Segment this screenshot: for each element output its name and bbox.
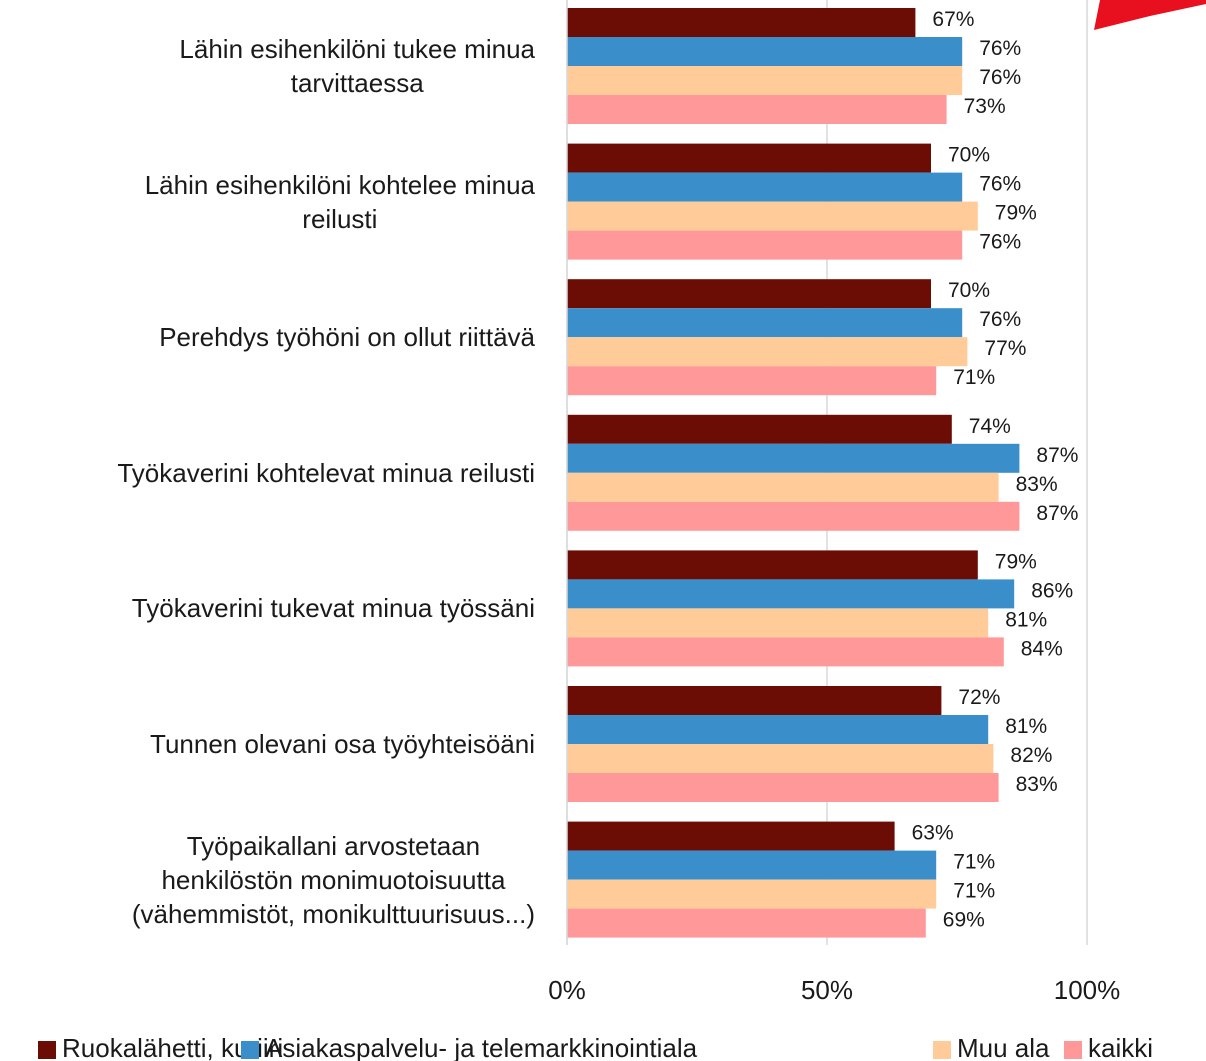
bar — [567, 715, 989, 744]
value-label: 87% — [1036, 444, 1078, 467]
value-label: 63% — [912, 822, 954, 845]
bar — [567, 143, 931, 173]
value-label: 76% — [979, 37, 1021, 60]
value-label: 76% — [979, 308, 1021, 331]
value-label: 83% — [1016, 773, 1058, 796]
value-label: 71% — [953, 851, 995, 874]
value-label: 83% — [1016, 473, 1058, 496]
legend-swatch — [38, 1041, 56, 1059]
x-tick-label: 0% — [548, 975, 586, 1005]
legend-swatch — [933, 1041, 951, 1059]
category-label: Työkaverini kohtelevat minua reilusti — [0, 456, 535, 490]
value-label: 74% — [969, 415, 1011, 438]
bar — [567, 550, 978, 580]
logo-fragment — [1094, 0, 1206, 30]
value-label: 70% — [948, 144, 990, 167]
value-label: 69% — [943, 909, 985, 932]
bar — [567, 637, 1004, 667]
bar — [567, 501, 1020, 531]
bar — [567, 579, 1015, 609]
value-label: 79% — [995, 550, 1037, 573]
bar — [567, 201, 978, 231]
bar — [567, 66, 963, 95]
bar — [567, 308, 963, 338]
x-tick-label: 100% — [1054, 975, 1121, 1005]
bar — [567, 279, 931, 309]
bar — [567, 686, 942, 715]
value-label: 76% — [979, 66, 1021, 89]
legend-swatch — [1064, 1041, 1082, 1059]
category-label: Työpaikallani arvostetaan henkilöstön mo… — [0, 829, 535, 931]
bar — [567, 744, 994, 773]
category-text: Tunnen olevani osa työyhteisöäni — [150, 729, 535, 759]
value-label: 76% — [979, 173, 1021, 196]
category-label: Työkaverini tukevat minua työssäni — [0, 591, 535, 625]
category-label: Perehdys työhöni on ollut riittävä — [0, 320, 535, 354]
value-label: 81% — [1005, 715, 1047, 738]
bar — [567, 230, 963, 260]
category-text: Lähin esihenkilöni kohtelee minua reilus… — [144, 169, 535, 234]
legend-label: Asiakaspalvelu- ja telemarkkinointiala — [265, 1033, 698, 1061]
bar — [567, 8, 916, 37]
x-tick-label: 50% — [801, 975, 853, 1005]
value-label: 76% — [979, 231, 1021, 254]
value-label: 87% — [1036, 502, 1078, 525]
value-label: 86% — [1031, 579, 1073, 602]
bar — [567, 850, 937, 880]
category-text: Perehdys työhöni on ollut riittävä — [159, 322, 535, 353]
bar — [567, 472, 999, 502]
value-label: 70% — [948, 279, 990, 302]
bar — [567, 37, 963, 66]
value-label: 72% — [958, 686, 1000, 709]
bar — [567, 95, 947, 124]
bar — [567, 414, 952, 444]
category-text: Työpaikallani arvostetaan henkilöstön mo… — [131, 830, 535, 929]
category-label: Lähin esihenkilöni kohtelee minua reilus… — [0, 168, 535, 236]
value-label: 73% — [964, 95, 1006, 118]
bar — [567, 773, 999, 802]
value-label: 84% — [1021, 637, 1063, 660]
category-label: Lähin esihenkilöni tukee minua tarvittae… — [0, 32, 535, 100]
legend-label: Muu ala — [957, 1033, 1050, 1061]
value-label: 67% — [932, 8, 974, 31]
value-label: 77% — [984, 337, 1026, 360]
bar — [567, 172, 963, 202]
category-label: Tunnen olevani osa työyhteisöäni — [0, 727, 535, 761]
bar — [567, 608, 989, 638]
bar — [567, 443, 1020, 473]
legend-swatch — [241, 1041, 259, 1059]
value-label: 79% — [995, 202, 1037, 225]
value-label: 71% — [953, 366, 995, 389]
value-label: 82% — [1010, 744, 1052, 767]
bar — [567, 879, 937, 909]
category-text: Lähin esihenkilöni tukee minua tarvittae… — [179, 34, 535, 98]
value-label: 71% — [953, 880, 995, 903]
bar — [567, 366, 937, 396]
legend-label: kaikki — [1088, 1033, 1153, 1061]
category-text: Työkaverini tukevat minua työssäni — [131, 593, 535, 624]
bar — [567, 908, 926, 938]
bar — [567, 821, 895, 851]
bar — [567, 337, 968, 367]
value-label: 81% — [1005, 608, 1047, 631]
category-text: Työkaverini kohtelevat minua reilusti — [117, 457, 535, 488]
